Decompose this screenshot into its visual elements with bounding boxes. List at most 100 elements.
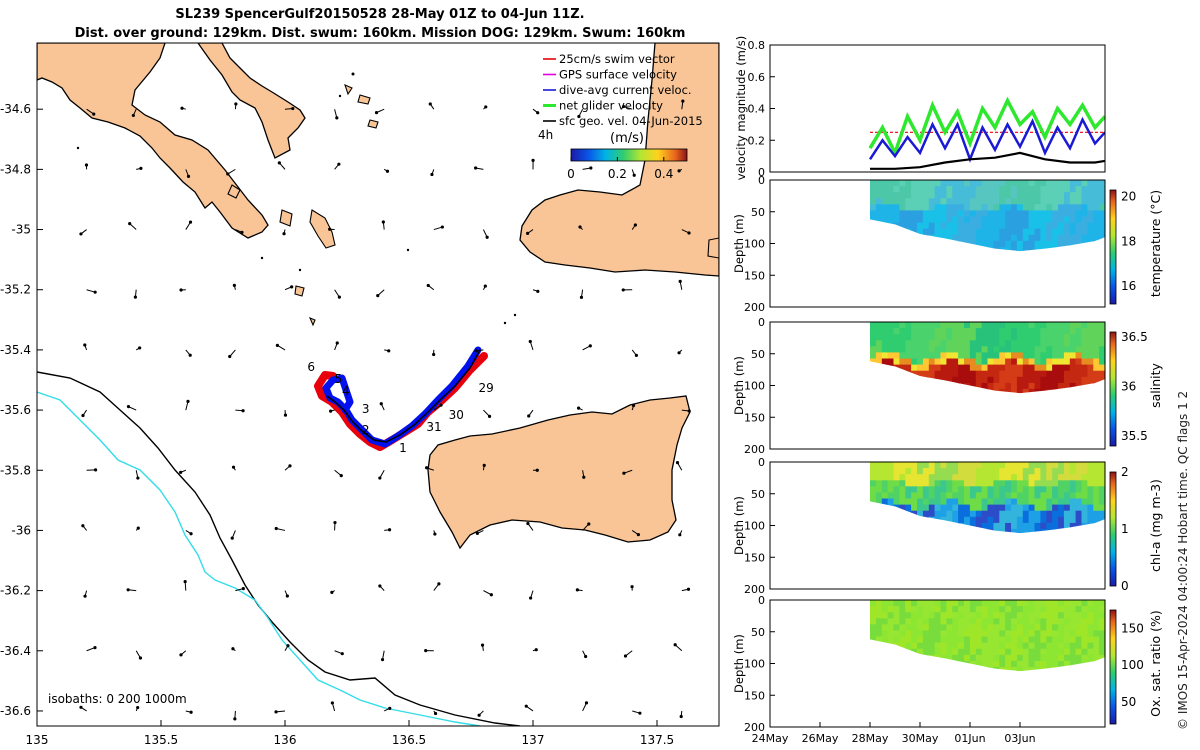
profile-cell [1052,612,1059,619]
profile-cell [1058,198,1065,205]
profile-cell [881,480,889,487]
profile-cell [999,352,1006,360]
velocity-arrow-head [180,106,184,110]
profile-cell [887,346,895,353]
profile-cell [1028,358,1036,366]
profile-cell [999,492,1006,500]
velocity-arrow-head [186,174,191,178]
profile-cell [928,504,936,512]
profile-cell [1063,358,1071,366]
profile-cell [1022,480,1030,487]
velocity-arrow-head [274,710,278,714]
profile-cell [993,492,1000,500]
profile-cell [964,210,971,218]
profile-cell [1011,382,1018,390]
profile-cell [1040,234,1047,242]
profile-cell [1005,480,1012,487]
profile-cell [1022,328,1030,335]
profile-cell [981,600,989,607]
island [344,84,353,96]
profile-cell [946,180,953,187]
profile-cell [1011,334,1018,341]
profile-cell [870,358,877,366]
profile-colorbar-label: temperature (°C) [1148,190,1163,297]
profile-cell [1093,486,1100,493]
velocity-ytick-label: 0.6 [748,71,766,84]
velocity-arrow-head [474,349,478,353]
profile-cell [1063,222,1071,230]
velocity-arrow-head [339,474,343,478]
profile-cell [1040,600,1047,607]
profile-cell [1005,382,1012,390]
profile-ylabel: Depth (m) [732,634,746,693]
profile-cell [905,222,912,230]
profile-cell [1040,612,1047,619]
profile-cell [917,328,924,335]
profile-cell [1099,648,1105,656]
profile-cell [1087,198,1094,205]
profile-cell [905,612,912,619]
profile-cell [1028,624,1036,631]
profile-cell [1028,340,1036,347]
profile-cell [1034,198,1041,205]
profile-cell [887,486,895,493]
profile-cell [881,216,889,224]
profile-cell [969,480,977,487]
profile-cell [975,600,983,607]
profile-cell [940,180,947,187]
velocity-series-line [868,116,1105,163]
profile-cell [905,606,912,613]
profile-cell [969,468,977,475]
profile-cell [1034,612,1041,619]
profile-colorbar-tick-label: 20 [1121,190,1136,204]
profile-cell [1046,234,1053,242]
profile-cell [958,474,965,481]
profile-cell [981,516,989,524]
profile-cell [993,352,1000,360]
legend-entry: net glider velocity [559,99,663,113]
profile-cell [1093,618,1100,625]
profile-cell [893,192,900,199]
profile-cell [1058,370,1065,378]
profile-cell [1011,192,1018,199]
profile-cell [893,322,900,329]
profile-cell [881,186,889,193]
profile-cell [1087,234,1094,242]
profile-cell [1093,222,1100,230]
profile-cell [975,180,983,187]
profile-cell [1040,630,1047,638]
profile-cell [928,642,936,650]
profile-cell [964,462,971,469]
profile-cell [1022,240,1030,248]
profile-cell [981,370,989,378]
profile-cell [1069,462,1077,469]
profile-cell [1040,228,1047,236]
profile-cell [1005,388,1012,394]
profile-cell [999,528,1006,534]
profile-cell [999,624,1006,631]
profile-cell [928,480,936,487]
profile-cell [1093,234,1100,242]
profile-cell [1046,618,1053,625]
profile-cell [928,352,936,360]
profile-cell [1063,234,1071,242]
profile-cell [969,630,977,638]
profile-cell [870,334,877,341]
profile-cell [987,660,994,668]
profile-cell [917,498,924,506]
profile-ytick-label: 0 [758,174,765,187]
profile-cell [917,346,924,353]
velocity-arrow-head [333,520,337,525]
profile-cell [899,186,906,193]
figure-title-line-1: SL239 SpencerGulf20150528 28-May 01Z to … [175,7,585,22]
profile-ytick-label: 150 [744,551,765,564]
profile-cell [969,370,977,378]
profile-cell [993,480,1000,487]
profile-cell [934,192,942,199]
profile-cell [1087,216,1094,224]
profile-cell [1022,660,1030,668]
profile-cell [969,198,977,205]
profile-cell [1075,334,1083,341]
profile-cell [969,180,977,187]
profile-cell [981,210,989,218]
